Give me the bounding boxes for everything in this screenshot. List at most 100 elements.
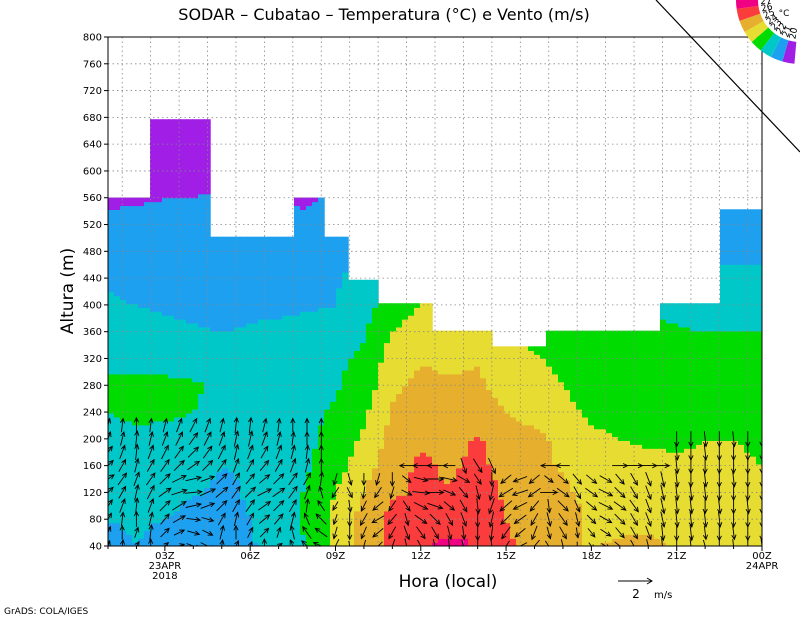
temperature-cell	[450, 334, 457, 340]
temperature-cell	[210, 377, 217, 383]
temperature-cell	[408, 385, 415, 391]
temperature-cell	[186, 318, 193, 324]
temperature-cell	[276, 428, 283, 434]
temperature-cell	[162, 318, 169, 324]
temperature-cell	[294, 483, 301, 488]
temperature-cell	[324, 342, 331, 348]
temperature-cell	[282, 275, 289, 281]
temperature-cell	[312, 381, 319, 387]
temperature-cell	[108, 518, 115, 524]
temperature-cell	[258, 271, 265, 277]
temperature-cell	[126, 256, 133, 261]
temperature-cell	[222, 369, 229, 375]
temperature-cell	[474, 452, 481, 457]
temperature-cell	[216, 408, 223, 414]
temperature-cell	[444, 510, 451, 516]
temperature-cell	[366, 295, 373, 301]
temperature-cell	[114, 361, 121, 367]
temperature-cell	[348, 455, 355, 461]
temperature-cell	[414, 483, 421, 488]
temperature-cell	[390, 526, 397, 532]
temperature-cell	[384, 420, 391, 426]
temperature-cell	[216, 491, 223, 496]
temperature-cell	[384, 424, 391, 430]
temperature-cell	[192, 495, 199, 500]
temperature-cell	[240, 483, 247, 488]
temperature-cell	[156, 264, 163, 269]
temperature-cell	[126, 483, 133, 488]
temperature-cell	[156, 381, 163, 387]
temperature-cell	[252, 538, 259, 543]
temperature-cell	[312, 256, 319, 261]
temperature-cell	[138, 385, 145, 391]
temperature-cell	[216, 444, 223, 449]
temperature-cell	[336, 373, 343, 379]
temperature-cell	[384, 502, 391, 508]
temperature-cell	[144, 393, 151, 398]
temperature-cell	[282, 471, 289, 477]
temperature-cell	[306, 326, 313, 332]
temperature-cell	[300, 479, 307, 485]
temperature-cell	[204, 209, 211, 214]
temperature-cell	[222, 346, 229, 351]
temperature-cell	[348, 291, 355, 297]
temperature-cell	[264, 373, 271, 379]
temperature-cell	[372, 342, 379, 348]
temperature-cell	[180, 326, 187, 332]
temperature-cell	[210, 506, 217, 512]
temperature-cell	[234, 264, 241, 269]
temperature-cell	[276, 268, 283, 273]
temperature-cell	[468, 416, 475, 422]
temperature-cell	[324, 436, 331, 441]
temperature-cell	[186, 228, 193, 234]
temperature-cell	[402, 393, 409, 398]
temperature-cell	[222, 401, 229, 406]
temperature-cell	[156, 275, 163, 281]
temperature-cell	[408, 330, 415, 336]
temperature-cell	[288, 459, 295, 465]
temperature-cell	[330, 252, 337, 257]
temperature-cell	[156, 166, 163, 171]
temperature-cell	[156, 314, 163, 320]
temperature-cell	[354, 479, 361, 485]
temperature-cell	[246, 275, 253, 281]
temperature-cell	[186, 185, 193, 191]
temperature-cell	[114, 408, 121, 414]
temperature-cell	[414, 530, 421, 535]
temperature-cell	[126, 271, 133, 277]
temperature-cell	[402, 483, 409, 488]
temperature-cell	[126, 408, 133, 414]
temperature-cell	[270, 291, 277, 297]
temperature-cell	[270, 373, 277, 379]
temperature-cell	[342, 303, 349, 308]
temperature-cell	[270, 342, 277, 348]
temperature-cell	[138, 318, 145, 324]
temperature-cell	[336, 412, 343, 418]
temperature-cell	[258, 538, 265, 543]
temperature-cell	[132, 491, 139, 496]
temperature-cell	[414, 381, 421, 387]
temperature-cell	[408, 373, 415, 379]
temperature-cell	[126, 471, 133, 477]
temperature-cell	[282, 432, 289, 438]
temperature-cell	[318, 389, 325, 394]
temperature-cell	[192, 526, 199, 532]
temperature-cell	[228, 291, 235, 297]
temperature-cell	[108, 350, 115, 355]
temperature-cell	[186, 162, 193, 167]
temperature-cell	[156, 228, 163, 234]
temperature-cell	[108, 197, 115, 203]
temperature-cell	[288, 440, 295, 445]
temperature-cell	[420, 412, 427, 418]
temperature-cell	[330, 287, 337, 293]
temperature-cell	[114, 373, 121, 379]
temperature-cell	[336, 275, 343, 281]
temperature-cell	[474, 432, 481, 438]
temperature-cell	[414, 448, 421, 453]
temperature-cell	[372, 393, 379, 398]
temperature-cell	[330, 373, 337, 379]
temperature-cell	[180, 389, 187, 394]
temperature-cell	[324, 268, 331, 273]
temperature-cell	[270, 518, 277, 524]
temperature-cell	[240, 322, 247, 328]
